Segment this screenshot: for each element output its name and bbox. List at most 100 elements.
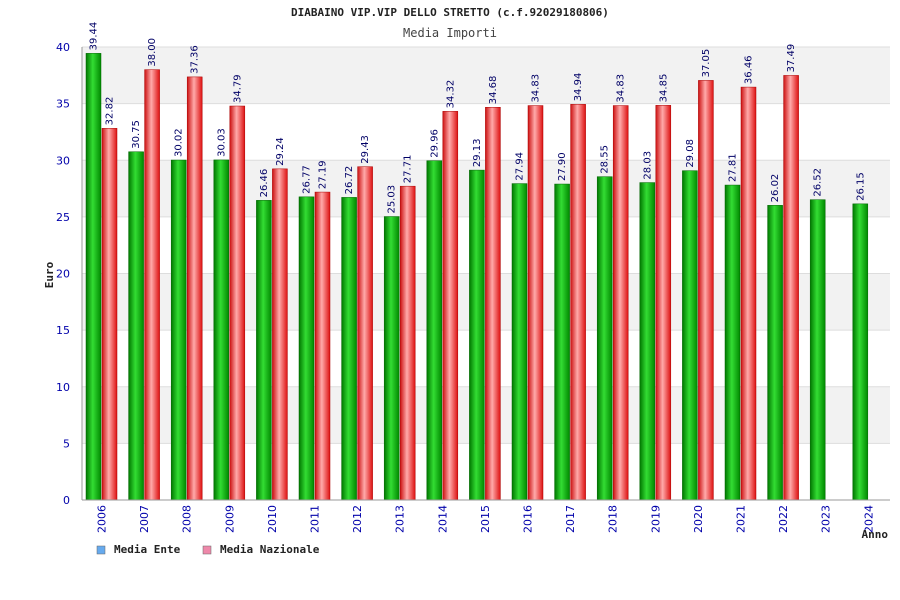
x-tick-label: 2019 xyxy=(649,505,662,533)
legend-item-media-ente: Media Ente xyxy=(96,543,181,556)
x-tick-label: 2022 xyxy=(777,505,790,533)
data-label: 26.52 xyxy=(813,168,824,197)
x-tick-label: 2008 xyxy=(181,505,194,533)
x-tick-label: 2016 xyxy=(522,505,535,533)
data-label: 27.19 xyxy=(318,160,329,189)
legend-swatch-media-ente xyxy=(96,545,106,555)
x-tick-label: 2015 xyxy=(479,505,492,533)
x-tick-label: 2006 xyxy=(96,505,109,533)
bar-media-nazionale xyxy=(655,105,672,501)
bar-media-nazionale xyxy=(101,128,118,501)
bar-media-ente xyxy=(852,203,869,501)
chart-title: DIABAINO VIP.VIP DELLO STRETTO (c.f.9202… xyxy=(291,6,609,19)
bar-media-nazionale xyxy=(485,106,501,501)
bar-media-nazionale xyxy=(740,86,757,501)
bar-media-ente xyxy=(128,151,144,501)
x-tick-label: 2013 xyxy=(394,505,407,533)
data-label: 30.02 xyxy=(174,128,185,157)
bar-media-ente xyxy=(469,169,485,501)
bar-media-ente xyxy=(256,200,272,501)
x-tick-label: 2011 xyxy=(309,505,322,533)
data-label: 34.94 xyxy=(573,73,584,102)
bar-media-ente xyxy=(170,159,187,501)
data-label: 29.43 xyxy=(360,135,371,164)
data-label: 32.82 xyxy=(105,97,116,126)
data-label: 27.90 xyxy=(557,152,568,181)
y-tick-label: 5 xyxy=(63,437,70,450)
y-tick-label: 40 xyxy=(56,41,70,54)
bar-media-ente xyxy=(724,184,741,501)
data-labels: 39.44 32.82 30.75 38.00 30.02 37.36 30.03 34.79… xyxy=(89,22,867,214)
bar-media-nazionale xyxy=(229,105,246,501)
data-label: 26.02 xyxy=(770,174,781,203)
data-label: 28.55 xyxy=(600,145,611,174)
data-label: 34.79 xyxy=(232,74,243,103)
y-axis-ticks: 0 5 10 15 20 25 30 35 40 xyxy=(56,41,70,507)
bars xyxy=(85,53,869,501)
data-label: 27.81 xyxy=(728,153,739,182)
x-tick-label: 2018 xyxy=(607,505,620,533)
data-label: 27.94 xyxy=(515,152,526,181)
x-axis-ticks: 2006 2007 2008 2009 2010 2011 2012 2013 2014 2015… xyxy=(96,505,876,533)
x-tick-label: 2009 xyxy=(223,505,236,533)
legend-swatch-media-nazionale xyxy=(202,545,212,555)
y-tick-label: 30 xyxy=(56,154,70,167)
y-axis-label: Euro xyxy=(43,261,56,288)
data-label: 26.72 xyxy=(344,166,355,195)
data-label: 37.49 xyxy=(786,44,797,73)
legend-item-media-nazionale: Media Nazionale xyxy=(202,543,320,556)
bar-media-nazionale xyxy=(570,104,586,501)
bar-media-nazionale xyxy=(357,166,373,501)
data-label: 29.24 xyxy=(275,137,286,166)
bar-media-nazionale xyxy=(783,75,799,501)
bar-media-ente xyxy=(809,199,826,501)
y-tick-label: 20 xyxy=(56,268,70,281)
data-label: 26.46 xyxy=(259,169,270,198)
y-tick-label: 35 xyxy=(56,98,70,111)
bar-media-ente xyxy=(554,183,570,501)
bar-media-nazionale xyxy=(698,80,714,501)
bar-media-ente xyxy=(511,183,528,501)
x-tick-label: 2012 xyxy=(351,505,364,533)
chart-subtitle: Media Importi xyxy=(403,26,497,40)
bar-media-nazionale xyxy=(399,185,416,501)
data-label: 27.71 xyxy=(403,155,414,184)
bar-media-ente xyxy=(426,160,443,501)
bar-media-ente xyxy=(85,53,102,501)
grid-band xyxy=(82,47,890,104)
y-tick-label: 25 xyxy=(56,211,70,224)
data-label: 36.46 xyxy=(744,55,755,84)
bar-media-nazionale xyxy=(442,111,459,501)
x-tick-label: 2020 xyxy=(692,505,705,533)
x-axis-label: Anno xyxy=(862,528,889,541)
x-tick-label: 2014 xyxy=(436,505,449,533)
bar-media-ente xyxy=(767,205,783,501)
x-tick-label: 2021 xyxy=(735,505,748,533)
data-label: 30.03 xyxy=(216,128,227,157)
data-label: 34.32 xyxy=(445,80,456,109)
data-label: 34.85 xyxy=(658,74,669,103)
data-label: 37.05 xyxy=(701,49,712,78)
legend-label-media-nazionale: Media Nazionale xyxy=(220,543,320,556)
data-label: 34.68 xyxy=(488,76,499,105)
bar-media-nazionale xyxy=(314,191,331,501)
x-tick-label: 2007 xyxy=(138,505,151,533)
bar-media-ente xyxy=(596,176,613,501)
y-tick-label: 0 xyxy=(63,494,70,507)
x-tick-label: 2010 xyxy=(266,505,279,533)
bar-media-ente xyxy=(213,159,230,501)
x-tick-label: 2017 xyxy=(564,505,577,533)
data-label: 30.75 xyxy=(131,120,142,149)
data-label: 28.03 xyxy=(642,151,653,180)
data-label: 34.83 xyxy=(531,74,542,103)
data-label: 29.96 xyxy=(429,129,440,158)
data-label: 29.08 xyxy=(685,139,696,168)
bar-media-nazionale xyxy=(272,168,288,501)
data-label: 25.03 xyxy=(387,185,398,214)
data-label: 26.77 xyxy=(302,165,313,194)
x-tick-label: 2024 xyxy=(862,505,875,533)
data-label: 38.00 xyxy=(147,38,158,67)
bar-media-ente xyxy=(682,170,698,501)
bar-media-nazionale xyxy=(612,105,629,501)
